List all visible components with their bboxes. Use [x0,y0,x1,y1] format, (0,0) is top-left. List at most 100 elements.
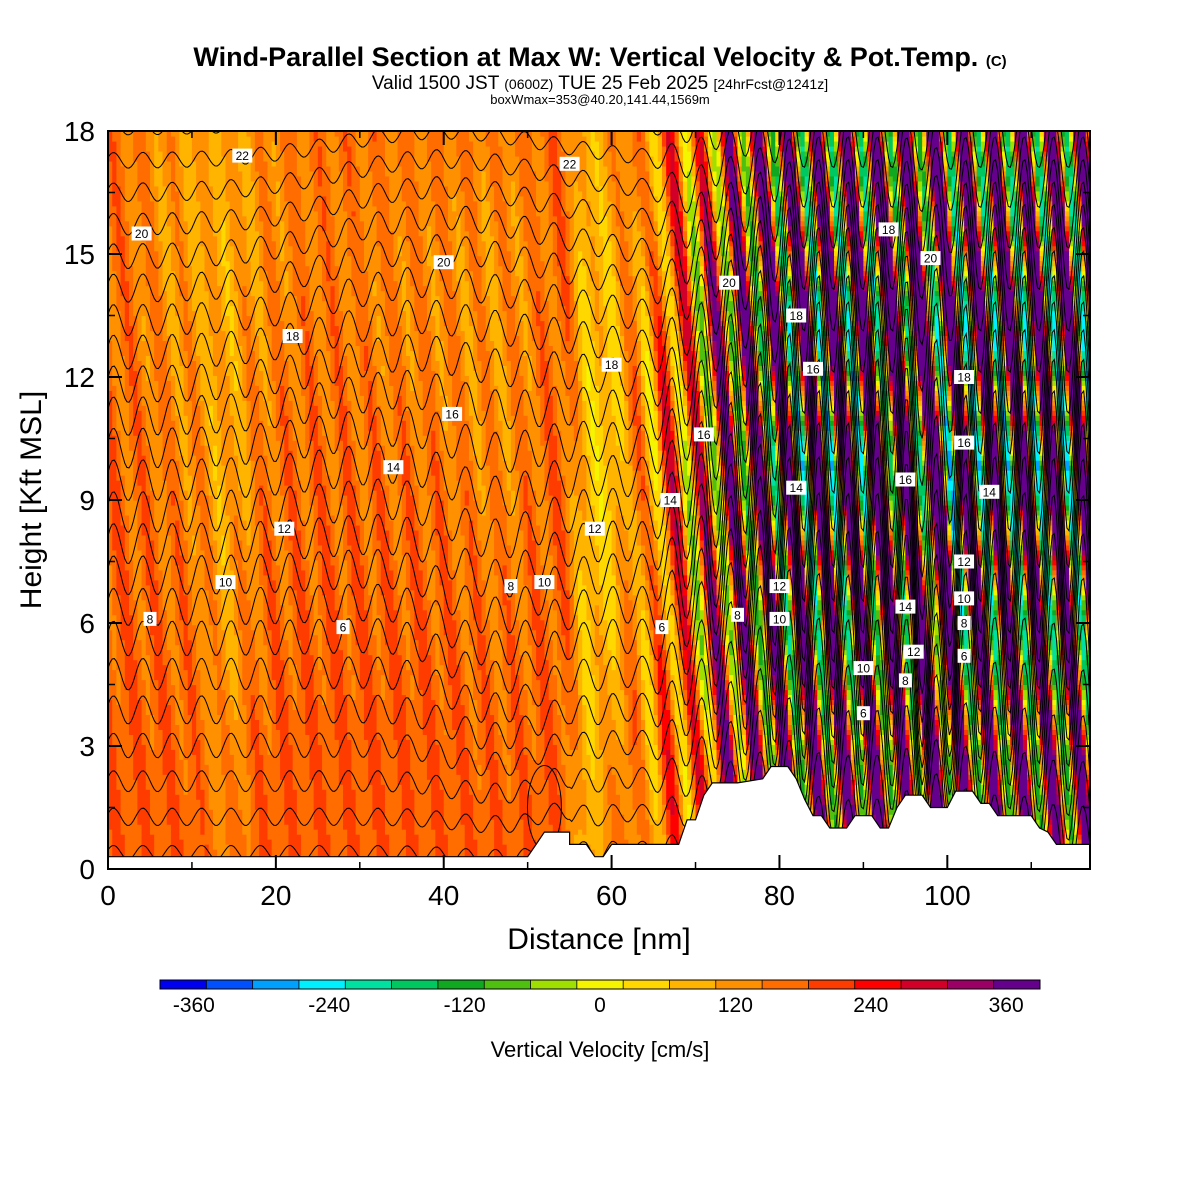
velocity-cell [561,794,567,800]
velocity-cell [712,714,718,721]
velocity-cell [691,799,697,805]
velocity-cell [871,804,885,810]
velocity-cell [1077,694,1083,701]
velocity-cell [817,719,823,725]
velocity-cell [766,734,772,740]
velocity-cell [645,749,650,755]
velocity-cell [1043,759,1058,765]
velocity-cell [108,834,113,840]
velocity-cell [1077,834,1083,840]
velocity-cell [632,714,638,721]
velocity-cell [628,759,646,765]
velocity-cell [1048,694,1053,701]
velocity-cell [922,759,927,765]
velocity-cell [670,799,676,805]
velocity-cell [485,754,495,760]
velocity-cell [972,719,978,725]
velocity-cell [703,779,709,785]
velocity-cell [468,719,478,725]
velocity-cell [980,754,986,760]
velocity-cell [976,714,982,721]
velocity-cell [494,829,504,835]
velocity-cell [557,749,562,755]
velocity-cell [724,699,730,706]
velocity-cell [661,739,671,745]
velocity-cell [435,734,457,740]
velocity-cell [628,734,634,740]
velocity-cell [116,769,134,775]
velocity-cell [179,809,201,815]
velocity-cell [288,834,302,840]
velocity-cell [682,714,688,721]
velocity-cell [510,789,520,795]
velocity-cell [116,749,134,755]
velocity-cell [628,704,634,711]
velocity-cell [141,839,155,845]
velocity-cell [678,829,684,835]
velocity-cell [674,769,680,775]
velocity-cell [565,819,588,825]
velocity-cell [964,714,969,721]
velocity-cell [720,709,726,716]
velocity-cell [1035,774,1041,780]
velocity-cell [859,784,864,790]
velocity-cell [531,749,537,755]
velocity-cell [976,689,982,696]
velocity-cell [212,844,231,850]
velocity-cell [829,729,835,735]
velocity-cell [112,739,134,745]
velocity-cell [1069,814,1074,820]
velocity-cell [829,794,835,800]
velocity-cell [263,774,281,780]
velocity-cell [498,729,508,735]
velocity-cell [112,844,126,850]
velocity-cell [506,779,512,785]
velocity-cell [141,739,151,745]
velocity-cell [1056,724,1062,730]
velocity-cell [418,844,436,850]
velocity-cell [754,709,760,716]
velocity-cell [477,779,483,785]
velocity-cell [242,699,252,706]
velocity-cell [443,809,462,815]
velocity-cell [208,789,227,795]
velocity-cell [456,744,466,750]
velocity-cell [149,724,155,730]
velocity-cell [187,689,197,696]
velocity-cell [380,744,399,750]
velocity-cell [959,699,965,706]
velocity-cell [561,739,571,745]
velocity-cell [347,829,357,835]
velocity-cell [934,714,940,721]
velocity-cell [183,789,189,795]
velocity-cell [653,799,659,805]
velocity-cell [561,809,567,815]
velocity-cell [787,719,793,725]
velocity-cell [204,724,222,730]
velocity-cell [485,764,499,770]
velocity-cell [695,724,701,730]
velocity-cell [1043,819,1049,825]
velocity-cell [947,699,953,706]
velocity-cell [447,729,457,735]
velocity-cell [145,684,151,691]
velocity-cell [1048,699,1053,706]
velocity-cell [565,724,579,730]
velocity-cell [594,739,600,745]
velocity-cell [825,814,831,820]
velocity-cell [162,739,172,745]
velocity-cell [204,819,214,825]
velocity-cell [317,839,332,845]
velocity-cell [682,774,688,780]
velocity-cell [204,744,222,750]
velocity-cell [443,794,462,800]
velocity-cell [473,749,478,755]
velocity-cell [834,774,839,780]
velocity-cell [359,839,378,845]
velocity-cell [716,694,726,701]
velocity-cell [645,729,655,735]
velocity-cell [594,774,604,780]
velocity-cell [863,744,869,750]
velocity-cell [888,699,894,706]
velocity-cell [1006,699,1011,706]
